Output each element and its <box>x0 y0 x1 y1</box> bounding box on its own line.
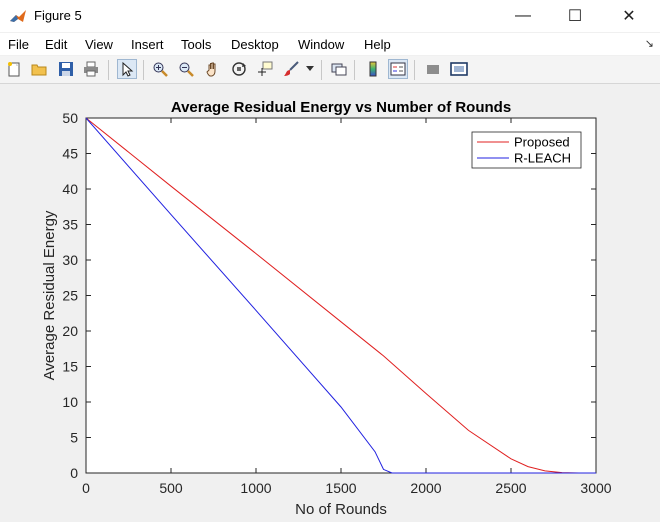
menu-insert[interactable]: Insert <box>131 37 164 52</box>
y-tick-label: 10 <box>62 394 78 410</box>
menu-tools[interactable]: Tools <box>181 37 212 52</box>
link-plot-icon[interactable] <box>329 59 349 79</box>
rotate-3d-icon[interactable] <box>229 59 249 79</box>
series-line-r-leach <box>85 117 596 474</box>
legend[interactable]: Proposed R-LEACH <box>471 131 582 169</box>
line-chart[interactable]: 0 500 1000 1500 2000 2500 3000 0 5 10 15 20 25 30 35 40… <box>0 85 660 522</box>
zoom-in-icon[interactable] <box>150 59 170 79</box>
x-tick-label: 2500 <box>495 480 526 496</box>
menu-file[interactable]: File <box>8 37 29 52</box>
toolbar-separator <box>108 60 109 80</box>
y-tick-label: 35 <box>62 217 78 233</box>
x-tick-label: 1000 <box>240 480 271 496</box>
toolbar-separator <box>414 60 415 80</box>
legend-label-r-leach: R-LEACH <box>514 151 571 166</box>
toolbar-separator <box>354 60 355 80</box>
zoom-out-icon[interactable] <box>176 59 196 79</box>
y-tick-label: 40 <box>62 181 78 197</box>
minimize-icon: — <box>515 7 531 24</box>
y-tick-label: 20 <box>62 323 78 339</box>
y-tick-label: 25 <box>62 288 78 304</box>
y-tick-label: 0 <box>70 465 78 481</box>
toolbar-separator <box>143 60 144 80</box>
window-title: Figure 5 <box>34 8 82 23</box>
colorbar-icon[interactable] <box>363 59 383 79</box>
legend-box <box>471 131 582 169</box>
pan-hand-icon[interactable] <box>203 59 223 79</box>
minimize-button[interactable]: — <box>500 0 546 32</box>
brush-icon[interactable] <box>281 59 301 79</box>
menu-bar: File Edit View Insert Tools Desktop Wind… <box>0 33 660 55</box>
toolbar-separator <box>321 60 322 80</box>
close-icon: ✕ <box>622 8 636 25</box>
y-tick-label: 50 <box>62 110 78 126</box>
y-tick-label: 15 <box>62 359 78 375</box>
menu-window[interactable]: Window <box>298 37 345 52</box>
maximize-button[interactable]: ☐ <box>552 0 598 32</box>
close-button[interactable]: ✕ <box>606 0 652 32</box>
y-tick-label: 45 <box>62 146 78 162</box>
data-cursor-icon[interactable] <box>255 59 275 79</box>
x-tick-label: 2000 <box>410 480 441 496</box>
matlab-icon <box>9 8 27 24</box>
chart-title: Average Residual Energy vs Number of Rou… <box>171 99 511 116</box>
maximize-icon: ☐ <box>567 8 583 25</box>
x-tick-label: 500 <box>159 480 183 496</box>
show-plot-tools-icon[interactable] <box>449 59 469 79</box>
y-tick-label: 30 <box>62 252 78 268</box>
pointer-icon[interactable] <box>117 59 137 79</box>
hide-plot-tools-icon[interactable] <box>423 59 443 79</box>
legend-icon[interactable] <box>388 59 408 79</box>
plot-area[interactable] <box>85 117 597 474</box>
print-icon[interactable] <box>81 59 101 79</box>
x-tick-label: 1500 <box>325 480 356 496</box>
x-tick-label: 3000 <box>580 480 611 496</box>
window-titlebar: Figure 5 — ☐ ✕ <box>0 0 660 32</box>
y-axis-label: Average Residual Energy <box>41 210 58 380</box>
x-axis-label: No of Rounds <box>295 501 387 518</box>
x-tick-label: 0 <box>82 480 90 496</box>
menu-desktop[interactable]: Desktop <box>231 37 279 52</box>
legend-label-proposed: Proposed <box>514 135 570 150</box>
open-folder-icon[interactable] <box>29 59 49 79</box>
menu-view[interactable]: View <box>85 37 113 52</box>
y-tick-label: 5 <box>70 430 78 446</box>
figure-toolbar <box>0 56 660 84</box>
figure-canvas: 0 500 1000 1500 2000 2500 3000 0 5 10 15 20 25 30 35 40… <box>0 85 660 522</box>
save-icon[interactable] <box>56 59 76 79</box>
menu-dock-arrow-icon[interactable]: ↘ <box>644 38 654 50</box>
new-figure-icon[interactable] <box>4 59 24 79</box>
menu-help[interactable]: Help <box>364 37 391 52</box>
menu-edit[interactable]: Edit <box>45 37 68 52</box>
brush-dropdown-icon[interactable] <box>304 59 316 79</box>
